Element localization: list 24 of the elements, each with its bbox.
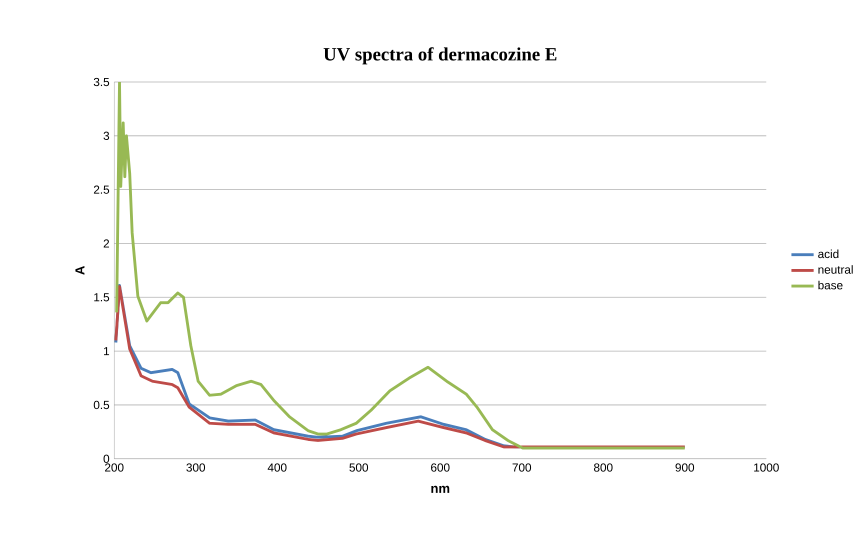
y-tick-label: 0 bbox=[104, 454, 110, 463]
line-series bbox=[115, 82, 686, 450]
x-tick-label: 500 bbox=[349, 463, 368, 472]
y-tick-label: 2 bbox=[104, 239, 110, 248]
legend-label: neutral bbox=[818, 264, 853, 274]
legend-label: base bbox=[818, 280, 843, 290]
x-tick-label: 200 bbox=[105, 463, 124, 472]
y-tick-label: 1 bbox=[104, 346, 110, 355]
y-tick-label: 3.5 bbox=[94, 78, 110, 86]
y-tick-label: 0.5 bbox=[94, 400, 110, 409]
x-tick-label: 700 bbox=[512, 463, 532, 472]
y-axis-title: A bbox=[75, 266, 84, 275]
x-axis-title: nm bbox=[431, 486, 450, 493]
x-tick-label: 400 bbox=[268, 463, 287, 472]
x-tick-label: 300 bbox=[186, 463, 206, 472]
x-tick-label: 800 bbox=[594, 463, 613, 472]
chart-title: UV spectra of dermacozine E bbox=[324, 46, 556, 64]
y-tick-label: 3 bbox=[104, 131, 110, 140]
y-tick-label: 1.5 bbox=[94, 292, 110, 302]
x-tick-label: 1000 bbox=[754, 463, 779, 472]
x-tick-label: 900 bbox=[676, 463, 694, 472]
y-tick-label: 2.5 bbox=[94, 185, 110, 194]
legend-label: acid bbox=[818, 249, 838, 258]
x-tick-label: 600 bbox=[431, 463, 450, 472]
